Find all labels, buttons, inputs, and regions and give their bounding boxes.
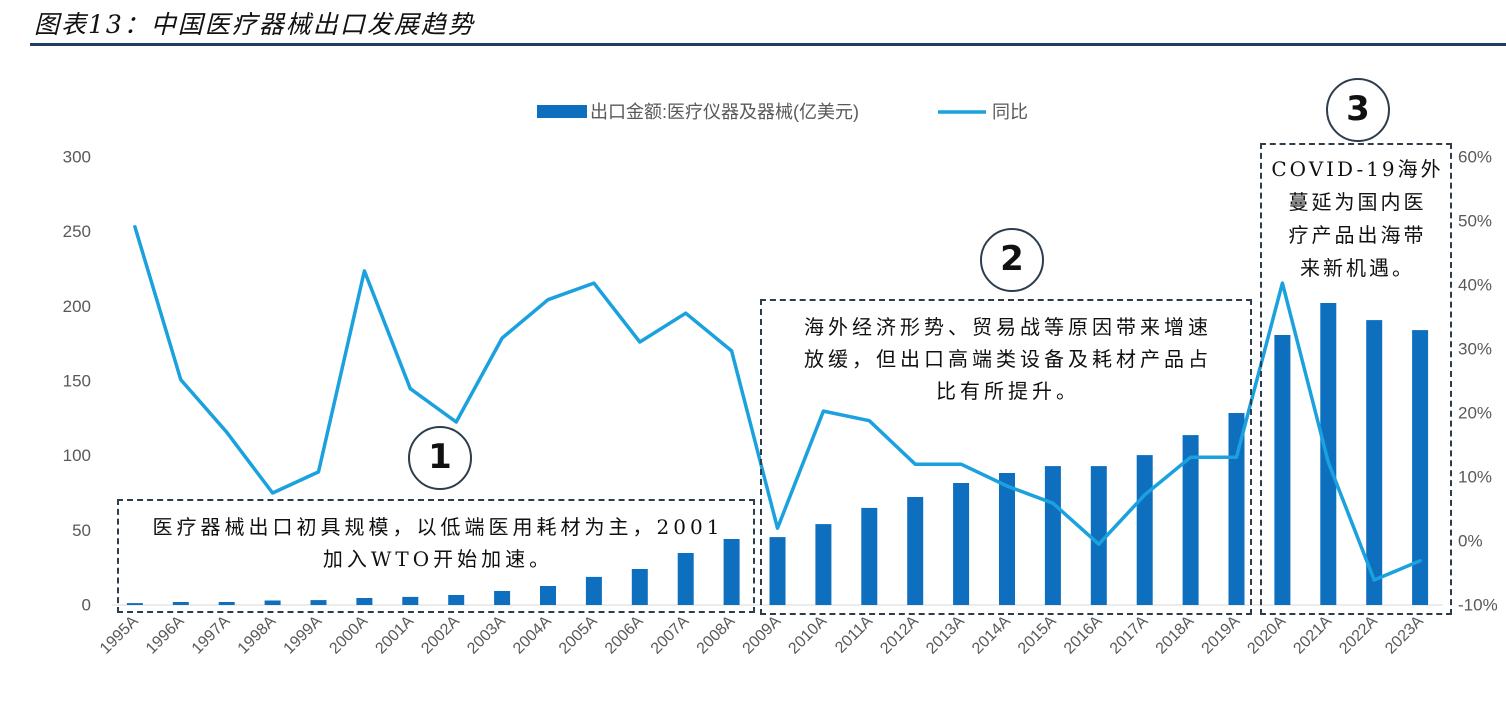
annotation-text-line: 医疗器械出口初具规模，以低端医用耗材为主，2001 (152, 515, 724, 539)
x-axis: 1995A 1996A 1997A 1998A 1999A 2000A 2001A 2002A… (97, 613, 1427, 658)
x-tick-label: 2020A (1244, 613, 1289, 658)
x-tick-label: 2008A (694, 613, 739, 658)
export-bar-2007A (677, 553, 694, 605)
export-bar-2023A (1412, 330, 1429, 605)
export-bar-2008A (723, 539, 740, 605)
export-bar-2014A (999, 473, 1015, 605)
export-bar-2018A (1182, 435, 1199, 605)
x-tick-label: 2018A (1153, 613, 1198, 658)
left-tick-label: 100 (63, 446, 91, 465)
x-tick-label: 2023A (1382, 613, 1427, 658)
left-tick-label: 250 (63, 222, 91, 241)
right-tick-label: 60% (1458, 148, 1492, 167)
x-tick-label: 2017A (1107, 613, 1152, 658)
export-bar-2010A (815, 524, 832, 605)
right-tick-label: -10% (1458, 596, 1498, 615)
left-tick-label: 0 (82, 596, 91, 615)
annotation-text-line: COVID-19海外 (1271, 157, 1444, 181)
x-tick-label: 2004A (510, 613, 555, 658)
title-rule (30, 43, 1506, 46)
export-bar-2022A (1366, 320, 1383, 605)
yoy-line (133, 225, 1422, 582)
x-tick-label: 2015A (1015, 613, 1060, 658)
export-amount-bars (126, 303, 1429, 605)
x-tick-label: 1997A (189, 613, 234, 658)
right-tick-label: 10% (1458, 468, 1492, 487)
legend-bar-swatch (537, 105, 587, 118)
annotation-text-line: 疗产品出海带 (1288, 223, 1427, 247)
x-tick-label: 2013A (923, 613, 968, 658)
annotation-number-3: 3 (1326, 78, 1390, 142)
export-bar-2019A (1228, 413, 1245, 605)
export-bar-1996A (172, 602, 189, 605)
right-tick-label: 40% (1458, 276, 1492, 295)
export-bar-2021A (1320, 303, 1337, 605)
right-tick-label: 20% (1458, 404, 1492, 423)
legend-line-label: 同比 (992, 102, 1028, 122)
annotation-box-1: 医疗器械出口初具规模，以低端医用耗材为主，2001 加入WTO开始加速。 (117, 499, 755, 613)
legend-bar-label: 出口金额:医疗仪器及器械(亿美元) (590, 102, 859, 122)
annotation-text-line: 加入WTO开始加速。 (322, 547, 554, 571)
annotation-text-line: 海外经济形势、贸易战等原因带来增速 (804, 315, 1212, 339)
x-tick-label: 2009A (740, 613, 785, 658)
x-tick-label: 2005A (556, 613, 601, 658)
export-bar-2000A (356, 598, 373, 605)
x-tick-label: 2002A (418, 613, 463, 658)
export-bar-2002A (448, 595, 465, 605)
right-tick-label: 50% (1458, 212, 1492, 231)
left-tick-label: 50 (72, 521, 91, 540)
x-tick-label: 2011A (832, 613, 876, 657)
x-tick-label: 2022A (1336, 613, 1381, 658)
export-bar-1999A (310, 600, 327, 605)
export-bar-1998A (264, 600, 281, 605)
x-tick-label: 2016A (1061, 613, 1106, 658)
export-bar-2012A (907, 497, 924, 605)
export-bar-2009A (769, 537, 786, 605)
x-tick-label: 1996A (143, 613, 188, 658)
annotation-number-1: 1 (408, 426, 472, 490)
x-tick-label: 2000A (326, 613, 371, 658)
export-bar-2020A (1274, 335, 1291, 605)
left-tick-label: 150 (63, 372, 91, 391)
annotation-box-3: COVID-19海外 蔓延为国内医 疗产品出海带 来新机遇。 (1260, 143, 1452, 615)
annotation-box-2: 海外经济形势、贸易战等原因带来增速 放缓，但出口高端类设备及耗材产品占 比有所提… (760, 299, 1252, 615)
annotation-text-line: 放缓，但出口高端类设备及耗材产品占 (804, 347, 1212, 371)
x-tick-label: 1999A (281, 613, 326, 658)
left-tick-label: 300 (63, 148, 91, 167)
export-bar-1997A (218, 602, 235, 605)
export-bar-2001A (402, 596, 419, 605)
x-tick-label: 2019A (1199, 613, 1244, 658)
x-tick-label: 2012A (877, 613, 922, 658)
export-bar-2003A (494, 591, 511, 605)
right-tick-label: 30% (1458, 340, 1492, 359)
export-bar-2011A (861, 507, 878, 605)
x-tick-label: 2001A (372, 613, 417, 658)
export-bar-2013A (953, 483, 970, 605)
export-bar-2016A (1090, 466, 1107, 605)
export-bar-2006A (631, 569, 648, 605)
annotation-text-line: 来新机遇。 (1300, 256, 1415, 280)
page-title: 图表13：中国医疗器械出口发展趋势 (34, 10, 475, 39)
export-bar-2005A (585, 576, 602, 605)
annotation-number-2: 2 (980, 228, 1044, 292)
annotation-text-line: 蔓延为国内医 (1288, 190, 1427, 214)
export-bar-2004A (540, 586, 556, 605)
legend: 出口金额:医疗仪器及器械(亿美元) 同比 (537, 102, 1028, 122)
x-tick-label: 2010A (785, 613, 830, 658)
export-bar-1995A (126, 603, 143, 605)
annotation-text-line: 比有所提升。 (936, 379, 1080, 403)
right-axis: -10% 0% 10% 20% 30% 40% 50% 60% (1458, 148, 1498, 615)
left-tick-label: 200 (63, 297, 91, 316)
x-tick-label: 1998A (235, 613, 280, 658)
x-tick-label: 2006A (602, 613, 647, 658)
left-axis: 0 50 100 150 200 250 300 (63, 148, 91, 615)
x-tick-label: 2003A (464, 613, 509, 658)
x-tick-label: 2021A (1290, 613, 1335, 658)
x-tick-label: 2007A (648, 613, 693, 658)
right-tick-label: 0% (1458, 532, 1483, 551)
x-tick-label: 1995A (97, 613, 142, 658)
x-tick-label: 2014A (969, 613, 1014, 658)
